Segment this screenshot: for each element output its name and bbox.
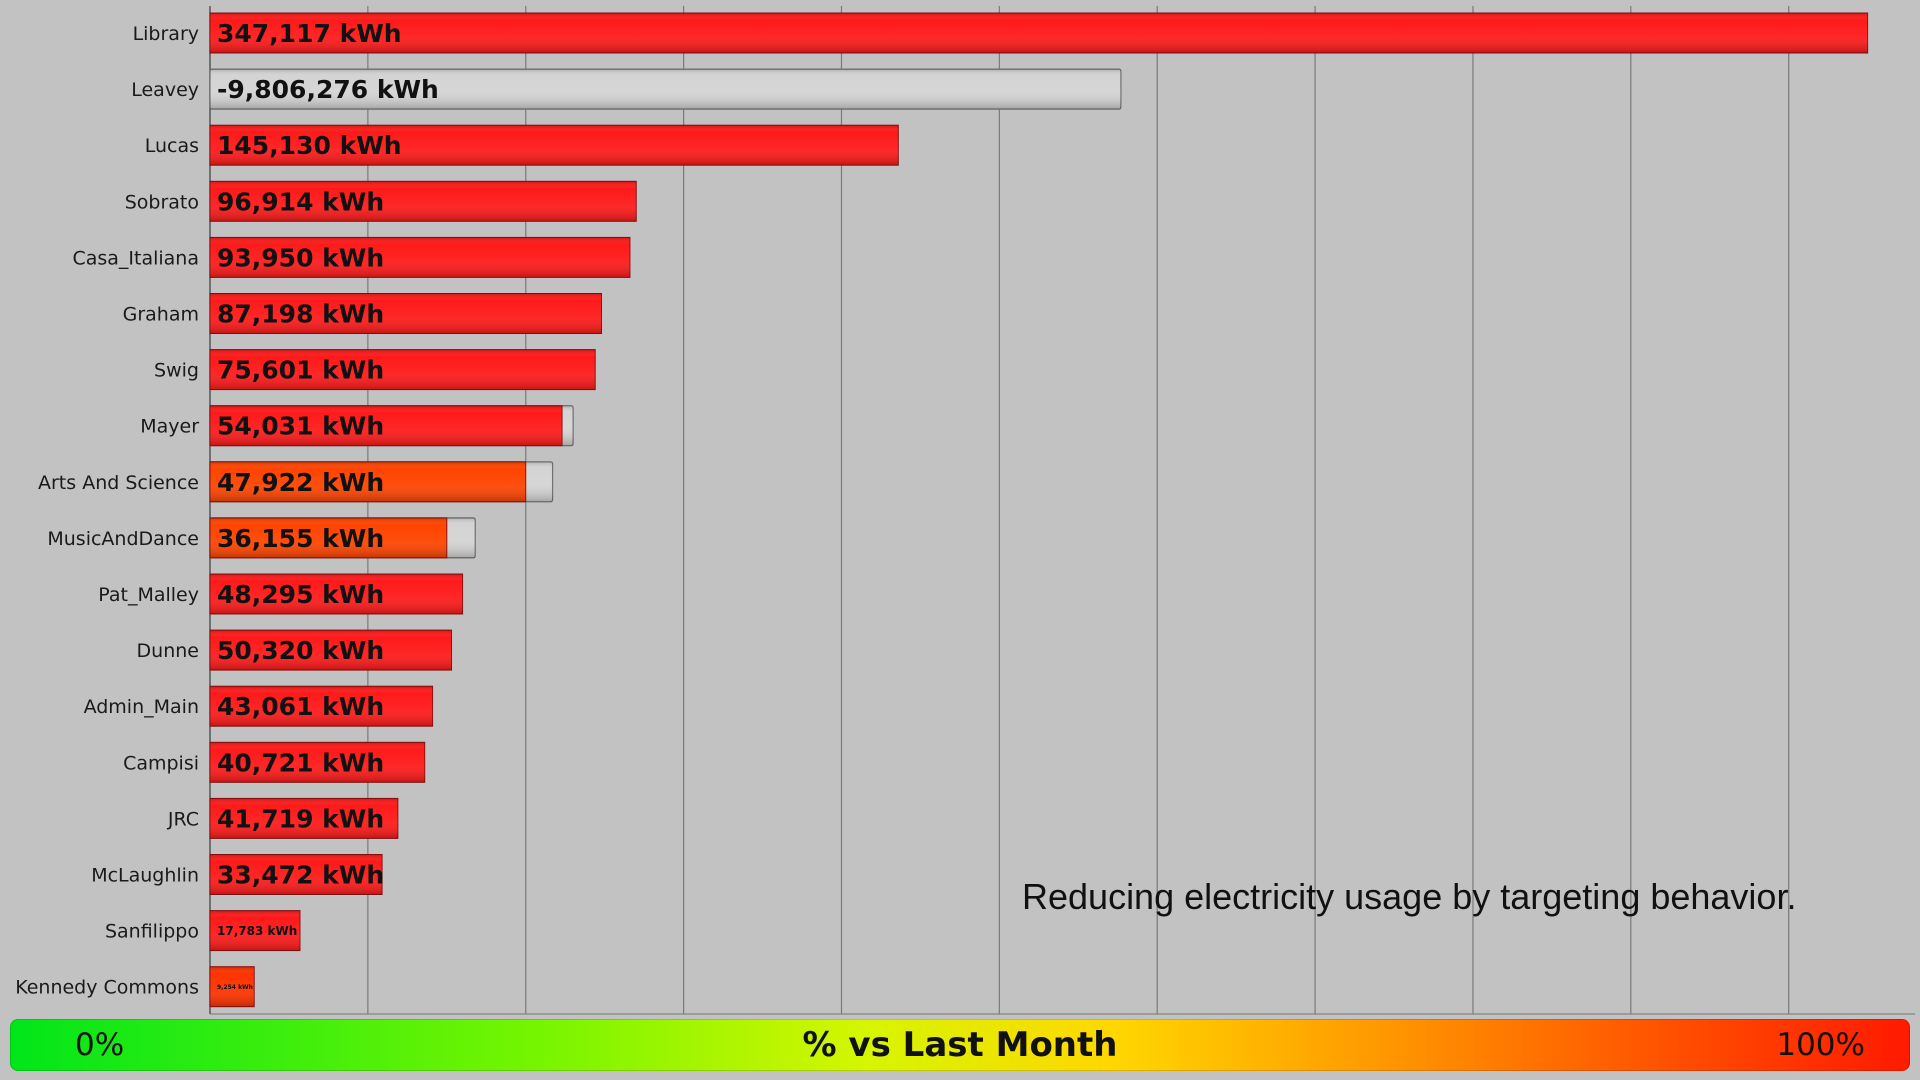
bar-gloss xyxy=(210,125,899,166)
bar-gloss xyxy=(210,13,1868,53)
category-label: Swig xyxy=(154,360,199,382)
category-label: Pat_Malley xyxy=(98,584,199,606)
bar-gloss xyxy=(210,237,630,278)
bar-gloss xyxy=(210,630,452,671)
bar-value-label: 36,155 kWh xyxy=(217,524,384,553)
bar-value-label: 9,254 kWh xyxy=(217,984,253,991)
bar-value-label: 87,198 kWh xyxy=(217,300,384,329)
category-labels: Library Leavey Lucas Sobrato Casa_Italiana Gr… xyxy=(15,23,199,999)
category-label: Arts And Science xyxy=(38,472,199,494)
bar-value-label: 48,295 kWh xyxy=(217,580,384,609)
bar-gloss xyxy=(210,798,398,839)
category-label: Campisi xyxy=(123,752,199,774)
category-label: Kennedy Commons xyxy=(15,977,199,999)
bar-gloss xyxy=(210,293,602,334)
category-label: JRC xyxy=(167,808,199,830)
bars: 347,117 kWh -9,806,276 kWh 145,130 kWh 96,9… xyxy=(209,12,1869,1008)
bar-value-label: 41,719 kWh xyxy=(217,804,384,833)
bar-gloss xyxy=(210,461,526,502)
category-label: Graham xyxy=(123,304,199,326)
category-label: Leavey xyxy=(131,79,199,101)
category-label: Mayer xyxy=(140,416,199,438)
category-label: Casa_Italiana xyxy=(72,247,199,269)
bar-value-label: 17,783 kWh xyxy=(217,924,297,938)
category-label: McLaughlin xyxy=(91,865,199,887)
bar-value-label: 47,922 kWh xyxy=(217,468,384,497)
bar-value-label: -9,806,276 kWh xyxy=(217,75,439,104)
bar-gloss xyxy=(210,517,447,558)
bar-value-label: 347,117 kWh xyxy=(217,19,402,48)
bar-value-label: 40,721 kWh xyxy=(217,748,384,777)
gridlines xyxy=(209,6,1915,1015)
bar-gloss xyxy=(210,405,563,446)
category-label: Lucas xyxy=(145,135,199,157)
bar-gloss xyxy=(210,966,255,1007)
bar-gloss xyxy=(210,686,433,727)
category-label: Library xyxy=(133,23,199,45)
category-label: Sanfilippo xyxy=(105,921,199,943)
bar-gloss xyxy=(210,181,637,222)
category-label: MusicAndDance xyxy=(47,528,199,550)
bar-value-label: 75,601 kWh xyxy=(217,356,384,385)
bar-value-label: 96,914 kWh xyxy=(217,187,384,216)
bar-value-label: 145,130 kWh xyxy=(217,131,402,160)
legend-title: % vs Last Month xyxy=(802,1025,1118,1065)
chart-annotation: Reducing electricity usage by targeting … xyxy=(1022,876,1797,917)
bar-gloss xyxy=(210,349,596,390)
color-scale-legend: 0% % vs Last Month 100% xyxy=(10,1019,1910,1071)
bar-value-label: 54,031 kWh xyxy=(217,412,384,441)
bar-gloss xyxy=(210,69,1121,110)
category-label: Dunne xyxy=(137,640,199,662)
bar-value-label: 43,061 kWh xyxy=(217,692,384,721)
category-label: Sobrato xyxy=(125,191,199,213)
bar-gloss xyxy=(210,574,463,614)
bar-gloss xyxy=(210,742,425,783)
bar-gloss xyxy=(210,910,300,951)
bar-value-label: 50,320 kWh xyxy=(217,636,384,665)
bar-value-label: 93,950 kWh xyxy=(217,243,384,272)
legend-min-label: 0% xyxy=(75,1027,125,1063)
bar-value-label: 33,472 kWh xyxy=(217,861,384,890)
legend-max-label: 100% xyxy=(1776,1027,1865,1063)
bar-gloss xyxy=(210,854,383,895)
category-label: Admin_Main xyxy=(84,696,199,718)
